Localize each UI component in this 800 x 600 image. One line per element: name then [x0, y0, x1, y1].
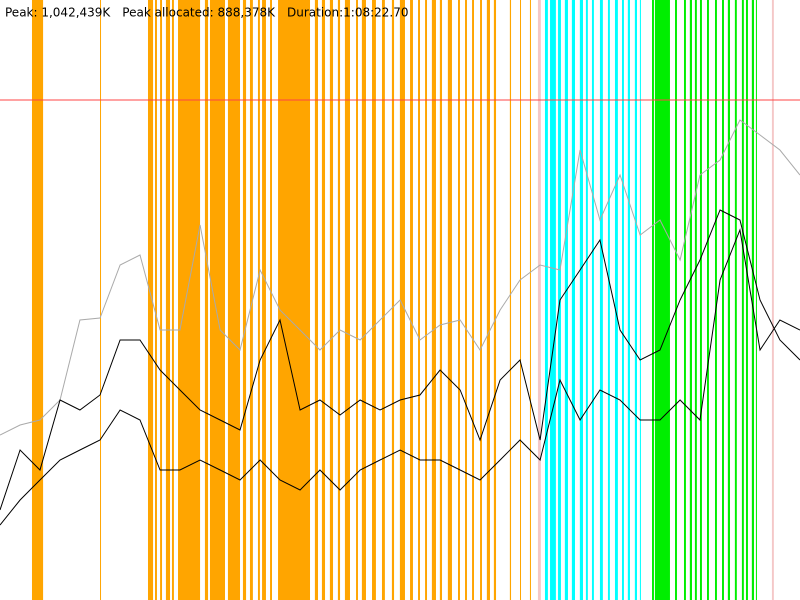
- event-span: [654, 0, 670, 600]
- header-stat: Duration:1:08:22.70: [287, 6, 409, 20]
- event-span: [607, 0, 610, 600]
- event-span: [155, 0, 157, 600]
- event-span: [741, 0, 744, 600]
- event-span: [337, 0, 341, 600]
- memory-line: [0, 228, 800, 526]
- event-span: [458, 0, 460, 600]
- event-span: [564, 0, 568, 600]
- event-span: [227, 0, 241, 600]
- event-span: [356, 0, 358, 600]
- event-span: [204, 0, 209, 600]
- event-span: [683, 0, 686, 600]
- event-span: [571, 0, 575, 600]
- event-span: [722, 0, 724, 600]
- event-span: [639, 0, 641, 600]
- event-span: [418, 0, 420, 600]
- memory-line: [0, 119, 800, 436]
- event-span: [714, 0, 717, 600]
- event-span: [537, 0, 541, 600]
- event-span: [270, 0, 272, 600]
- event-span: [652, 0, 654, 600]
- event-span: [165, 0, 171, 600]
- header-stat: Peak: 1,042,439K: [5, 6, 111, 20]
- event-span: [431, 0, 436, 600]
- event-span: [160, 0, 163, 600]
- event-span: [262, 0, 266, 600]
- event-span: [314, 0, 319, 600]
- event-span: [344, 0, 350, 600]
- event-span: [627, 0, 630, 600]
- event-span: [278, 0, 311, 600]
- event-span: [391, 0, 395, 600]
- event-span: [529, 0, 531, 600]
- event-span: [425, 0, 428, 600]
- event-span: [178, 0, 201, 600]
- event-span: [493, 0, 497, 600]
- event-span: [689, 0, 692, 600]
- event-span: [699, 0, 702, 600]
- event-span: [544, 0, 548, 600]
- event-span: [472, 0, 474, 600]
- event-span: [410, 0, 413, 600]
- event-span: [171, 0, 174, 600]
- event-span: [399, 0, 405, 600]
- event-span: [614, 0, 618, 600]
- event-span: [579, 0, 583, 600]
- event-span: [257, 0, 260, 600]
- event-span: [599, 0, 603, 600]
- event-span: [249, 0, 253, 600]
- event-span: [734, 0, 737, 600]
- event-span: [372, 0, 376, 600]
- event-span: [706, 0, 709, 600]
- event-span: [147, 0, 154, 600]
- event-span: [621, 0, 624, 600]
- event-span: [727, 0, 731, 600]
- event-span: [745, 0, 748, 600]
- event-span: [755, 0, 757, 600]
- header-stat: Peak allocated: 888,378K: [122, 6, 276, 20]
- event-span: [486, 0, 490, 600]
- event-span: [381, 0, 385, 600]
- memory-line: [0, 209, 800, 511]
- event-span: [675, 0, 677, 600]
- event-span: [751, 0, 754, 600]
- event-span: [509, 0, 512, 600]
- event-span: [31, 0, 44, 600]
- event-span: [465, 0, 467, 600]
- event-span: [209, 0, 226, 600]
- event-span: [520, 0, 522, 600]
- event-span: [321, 0, 326, 600]
- event-span: [361, 0, 366, 600]
- event-span: [694, 0, 697, 600]
- event-span: [447, 0, 452, 600]
- event-span: [480, 0, 482, 600]
- event-span: [771, 0, 774, 600]
- event-span: [100, 0, 102, 600]
- event-span: [585, 0, 588, 600]
- event-span: [591, 0, 594, 600]
- event-span: [550, 0, 556, 600]
- event-span: [439, 0, 443, 600]
- event-span: [634, 0, 637, 600]
- event-span: [242, 0, 247, 600]
- event-span: [329, 0, 334, 600]
